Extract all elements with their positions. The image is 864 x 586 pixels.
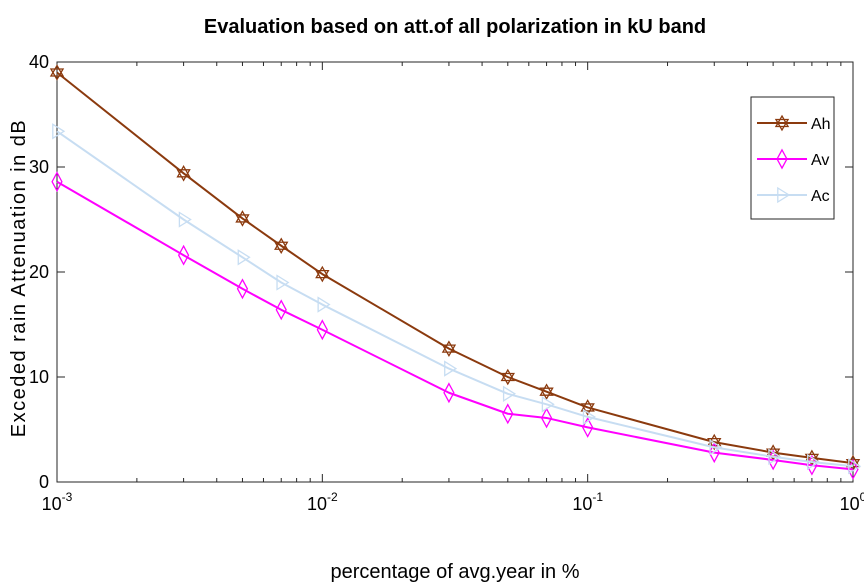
x-tick-label: 10-2	[307, 490, 338, 514]
series-line-ah	[56, 71, 854, 465]
data-point-av	[316, 319, 328, 341]
series-line-ac	[56, 130, 854, 468]
data-point-ac	[768, 448, 782, 465]
axes: 0 10 20 30 40 10-3 10-2 10-1 100	[29, 52, 864, 514]
data-point-ah	[49, 64, 65, 81]
legend-marker-ah	[774, 114, 790, 132]
series-ac	[52, 123, 862, 475]
data-point-av	[443, 382, 455, 404]
data-point-ah	[315, 265, 330, 283]
data-point-ac	[709, 439, 723, 456]
data-point-ac	[317, 296, 331, 313]
data-point-ac	[541, 396, 555, 413]
x-tick-label: 100	[840, 490, 864, 514]
data-point-ac	[502, 385, 517, 402]
data-point-ac	[848, 458, 862, 475]
data-point-av	[236, 278, 249, 300]
x-tick-label: 10-3	[42, 490, 73, 514]
series-ah	[49, 64, 861, 472]
x-tick-label: 10-1	[572, 490, 603, 514]
y-tick-label: 0	[39, 472, 49, 492]
data-point-ah	[176, 164, 191, 182]
data-point-av	[275, 299, 287, 321]
y-axis-label: Exceded rain Attenuation in dB	[8, 119, 30, 438]
data-point-ac	[444, 360, 458, 377]
series-layer	[49, 64, 862, 480]
data-point-av	[582, 416, 594, 438]
legend-label-ac: Ac	[811, 188, 830, 205]
data-point-ac	[52, 123, 66, 140]
x-axis-label: percentage of avg.year in %	[330, 561, 579, 583]
data-point-ah	[441, 340, 457, 357]
y-tick-label: 30	[29, 157, 49, 177]
series-av	[51, 171, 859, 480]
data-point-ac	[237, 249, 251, 266]
data-point-av	[51, 171, 63, 193]
data-point-ah	[500, 368, 515, 386]
plot-frame	[56, 61, 854, 483]
data-point-av	[177, 244, 190, 266]
data-point-ac	[178, 211, 192, 228]
data-point-ah	[580, 399, 595, 416]
data-point-ah	[274, 237, 289, 255]
data-point-ac	[582, 408, 596, 426]
data-point-av	[502, 403, 514, 425]
legend: Ah Av Ac	[750, 96, 835, 220]
legend-marker-ac	[777, 186, 791, 204]
data-point-ac	[807, 453, 821, 471]
y-tick-label: 10	[29, 367, 49, 387]
series-line-av	[56, 180, 854, 471]
legend-marker-av	[776, 148, 788, 170]
chart-title: Evaluation based on att.of all polarizat…	[204, 16, 706, 38]
legend-label-av: Av	[811, 152, 829, 169]
y-tick-label: 40	[29, 52, 49, 72]
data-point-ac	[276, 274, 290, 291]
data-point-ah	[235, 210, 250, 227]
data-point-ah	[539, 383, 554, 401]
legend-label-ah: Ah	[811, 116, 831, 133]
data-point-av	[540, 407, 553, 429]
y-tick-label: 20	[29, 262, 49, 282]
